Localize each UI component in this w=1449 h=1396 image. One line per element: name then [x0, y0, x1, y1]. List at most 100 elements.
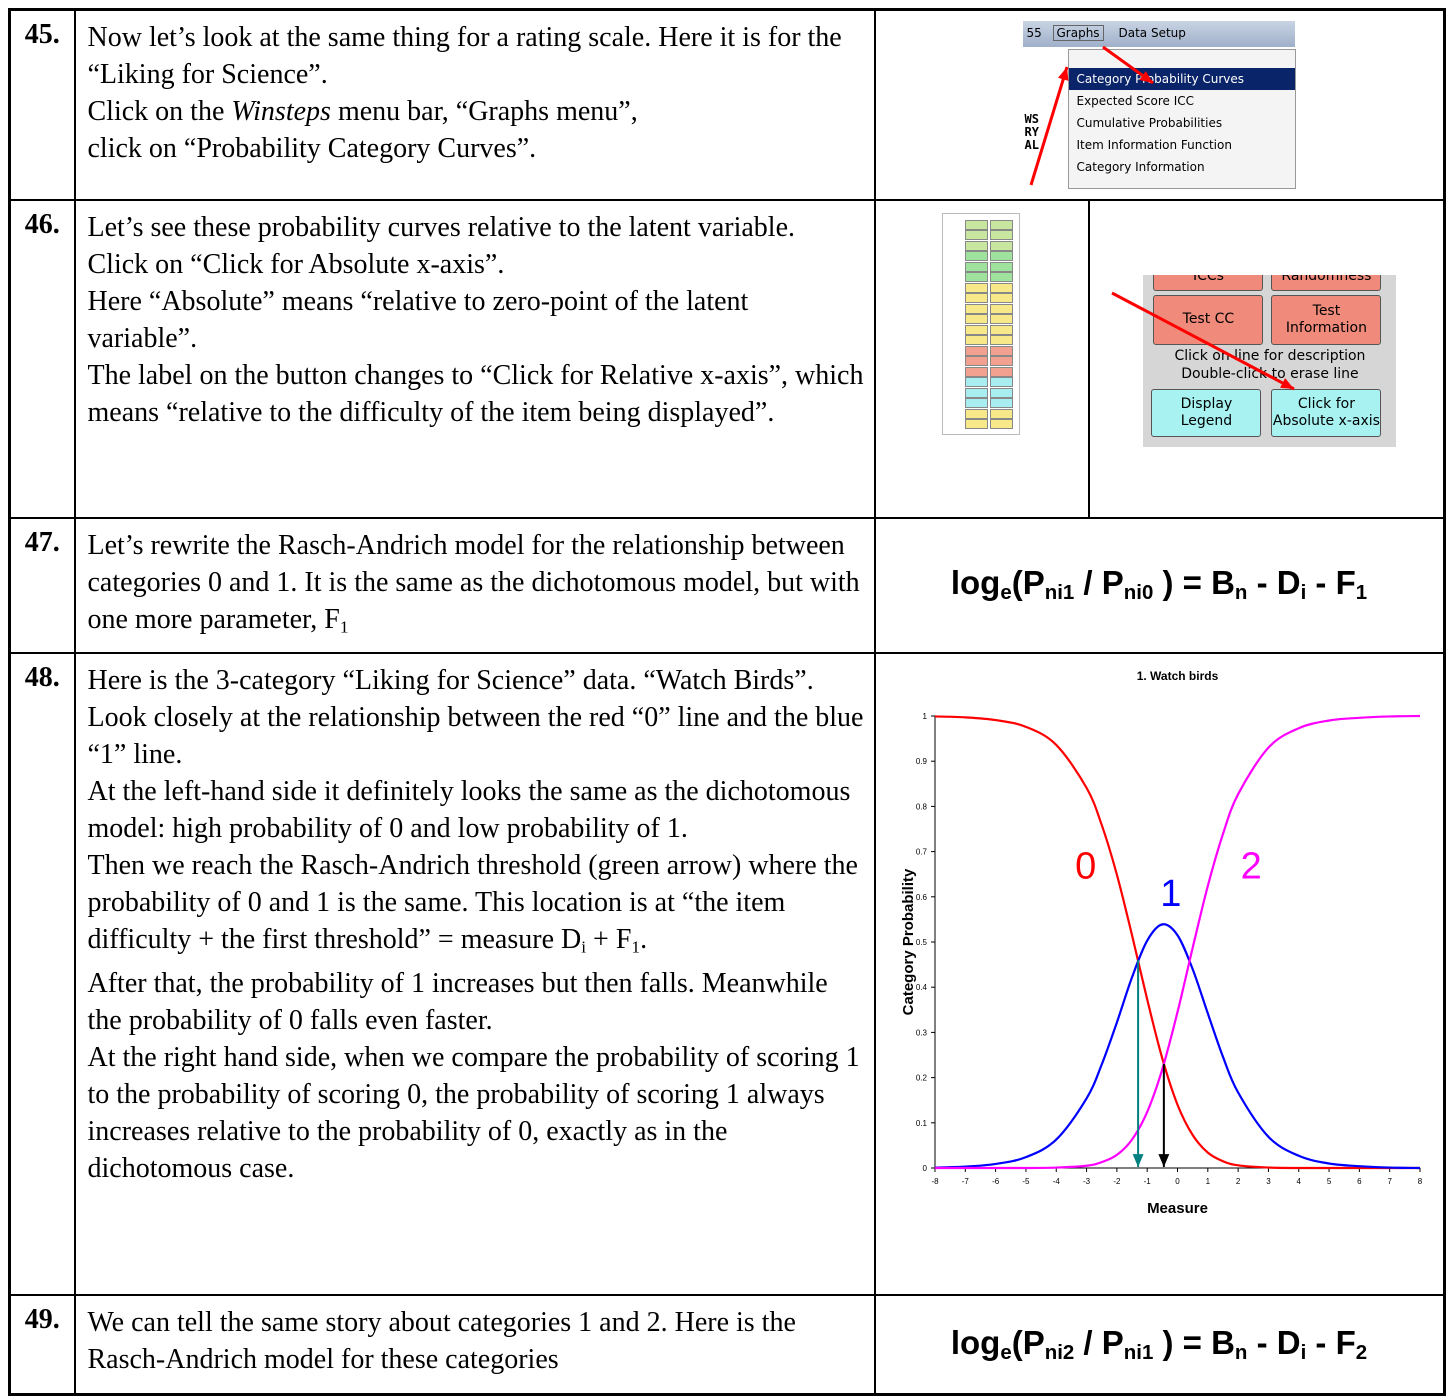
x-tick-label: -2	[1113, 1177, 1121, 1186]
y-tick-label: 0.5	[915, 938, 927, 947]
text-run: ) = B	[1153, 564, 1235, 601]
x-tick-label: -5	[1022, 1177, 1030, 1186]
text-run: After that, the probability of 1 increas…	[88, 968, 828, 1036]
curve-label: 0	[1075, 845, 1096, 887]
chart-title: 1. Watch birds	[1136, 669, 1218, 683]
text-run: At the left-hand side it definitely look…	[88, 776, 851, 844]
y-tick-label: 0.7	[915, 847, 927, 856]
x-tick-label: 0	[1175, 1177, 1180, 1186]
thumbnail-tile	[990, 398, 1013, 408]
row: 46. Let’s see these probability curves re…	[10, 200, 1445, 518]
text-run: ) = B	[1153, 1324, 1235, 1361]
subscript: n	[1235, 582, 1247, 605]
thumbnail-tile	[990, 314, 1013, 324]
paragraph: Click on the Winsteps menu bar, “Graphs …	[88, 93, 864, 130]
thumbnail-tile	[990, 283, 1013, 293]
arrow-overlay	[1023, 21, 1295, 189]
thumbnail-tile	[965, 304, 988, 314]
paragraph: Then we reach the Rasch-Andrich threshol…	[88, 847, 864, 965]
arrow-overlay	[1090, 201, 1443, 518]
paragraph: click on “Probability Category Curves”.	[88, 130, 864, 167]
row: 45.Now let’s look at the same thing for …	[10, 10, 1445, 200]
thumbnail-tile	[990, 293, 1013, 303]
thumbnail-tile	[990, 262, 1013, 272]
step-number-cell: 45.	[10, 10, 75, 200]
y-axis-label: Category Probability	[900, 867, 917, 1014]
thumbnail-tile	[990, 377, 1013, 387]
text-run: Let’s rewrite the Rasch-Andrich model fo…	[88, 530, 860, 635]
text-run: Click on “Click for Absolute x-axis”.	[88, 249, 505, 280]
thumbnail-tile	[990, 304, 1013, 314]
text-run: Here “Absolute” means “relative to zero-…	[88, 286, 749, 354]
formula: loge(Pni2 / Pni1 ) = Bn - Di - F2	[876, 1324, 1443, 1365]
paragraph: At the left-hand side it definitely look…	[88, 773, 864, 847]
x-axis-label: Measure	[1147, 1200, 1208, 1217]
step-number-cell: 48.	[10, 653, 75, 1295]
thumbnail-tile	[965, 283, 988, 293]
text-run: The label on the button changes to “Clic…	[88, 360, 864, 428]
step-number: 46.	[25, 209, 60, 240]
subscript: 1	[340, 617, 349, 636]
thumbnail-tile	[965, 388, 988, 398]
thumbnail-tile	[990, 335, 1013, 345]
x-tick-label: -7	[961, 1177, 969, 1186]
arrow-head	[1132, 1154, 1143, 1167]
arrow-shaft	[1031, 67, 1067, 185]
y-tick-label: 0.6	[915, 892, 927, 901]
y-tick-label: 0	[922, 1164, 927, 1173]
text-cell: Let’s see these probability curves relat…	[75, 200, 875, 518]
x-tick-label: 4	[1296, 1177, 1301, 1186]
subscript: ni1	[1045, 582, 1075, 605]
subscript: 2	[1356, 1341, 1367, 1364]
image-cell	[875, 200, 1090, 518]
thumbnail-tile	[965, 220, 988, 230]
x-tick-label: 3	[1266, 1177, 1271, 1186]
thumbnail-tile	[965, 314, 988, 324]
text-run: Click on the	[88, 96, 232, 127]
thumbnail-tile	[965, 325, 988, 335]
chart: 1. Watch birds00.10.20.30.40.50.60.70.80…	[876, 654, 1443, 1294]
x-tick-label: 8	[1417, 1177, 1422, 1186]
y-tick-label: 0.3	[915, 1028, 927, 1037]
thumbnail-tile	[990, 230, 1013, 240]
menu-screenshot: 55GraphsData SetupCategory Probability C…	[1023, 21, 1295, 189]
text-run: - D	[1247, 1324, 1300, 1361]
thumbnail-tile	[965, 230, 988, 240]
text-run: log	[951, 1324, 1000, 1361]
thumbnail-tile	[965, 251, 988, 261]
row: 47.Let’s rewrite the Rasch-Andrich model…	[10, 518, 1445, 653]
paragraph: After that, the probability of 1 increas…	[88, 965, 864, 1039]
text-run: Then we reach the Rasch-Andrich threshol…	[88, 850, 858, 955]
text-run: / P	[1074, 564, 1124, 601]
page: 45.Now let’s look at the same thing for …	[0, 0, 1449, 1393]
thumbnail-tile	[965, 262, 988, 272]
step-number: 45.	[25, 19, 60, 50]
text-run: Let’s see these probability curves relat…	[88, 212, 796, 243]
thumbnail-tile	[965, 346, 988, 356]
thumbnail-tile	[965, 335, 988, 345]
x-tick-label: -6	[992, 1177, 1000, 1186]
x-tick-label: 7	[1387, 1177, 1392, 1186]
text-run: menu bar, “Graphs menu”,	[331, 96, 638, 127]
category-curve	[935, 716, 1420, 1168]
x-tick-label: 2	[1235, 1177, 1240, 1186]
step-number-cell: 47.	[10, 518, 75, 653]
lesson-table: 45.Now let’s look at the same thing for …	[8, 8, 1446, 1396]
paragraph: At the right hand side, when we compare …	[88, 1039, 864, 1187]
subscript: e	[1000, 582, 1011, 605]
step-number-cell: 46.	[10, 200, 75, 518]
thumbnail-tile	[965, 241, 988, 251]
thumbnail-tile	[965, 419, 988, 429]
text-cell: We can tell the same story about categor…	[75, 1295, 875, 1395]
paragraph: The label on the button changes to “Clic…	[88, 357, 864, 431]
category-curve	[935, 924, 1420, 1168]
subscript: ni0	[1124, 582, 1154, 605]
paragraph: Look closely at the relationship between…	[88, 699, 864, 773]
step-number: 48.	[25, 662, 60, 693]
text-run: (P	[1012, 1324, 1045, 1361]
text-run: We can tell the same story about categor…	[88, 1307, 796, 1375]
text-run: - D	[1247, 564, 1300, 601]
text-run: - F	[1306, 1324, 1355, 1361]
